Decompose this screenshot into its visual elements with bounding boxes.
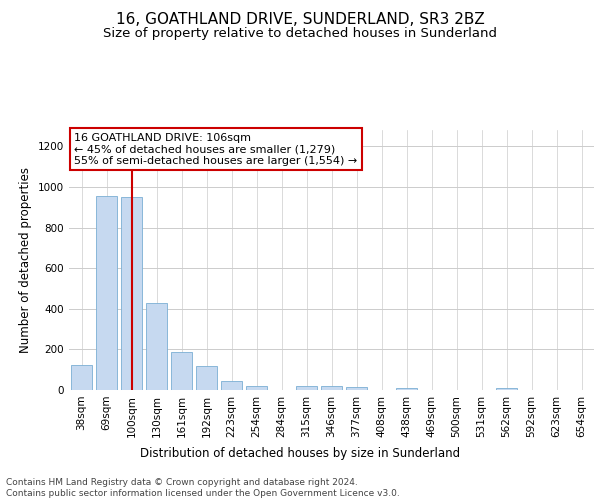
Bar <box>496 388 517 390</box>
Y-axis label: Number of detached properties: Number of detached properties <box>19 167 32 353</box>
Bar <box>96 196 117 390</box>
Text: Distribution of detached houses by size in Sunderland: Distribution of detached houses by size … <box>140 448 460 460</box>
Bar <box>196 366 217 390</box>
Bar <box>121 197 142 390</box>
Text: Size of property relative to detached houses in Sunderland: Size of property relative to detached ho… <box>103 28 497 40</box>
Text: 16 GOATHLAND DRIVE: 106sqm
← 45% of detached houses are smaller (1,279)
55% of s: 16 GOATHLAND DRIVE: 106sqm ← 45% of deta… <box>74 132 358 166</box>
Bar <box>71 364 92 390</box>
Bar <box>396 388 417 390</box>
Text: Contains HM Land Registry data © Crown copyright and database right 2024.
Contai: Contains HM Land Registry data © Crown c… <box>6 478 400 498</box>
Bar <box>296 386 317 390</box>
Bar <box>171 352 192 390</box>
Text: 16, GOATHLAND DRIVE, SUNDERLAND, SR3 2BZ: 16, GOATHLAND DRIVE, SUNDERLAND, SR3 2BZ <box>116 12 484 28</box>
Bar <box>246 386 267 390</box>
Bar <box>346 388 367 390</box>
Bar <box>221 382 242 390</box>
Bar <box>146 302 167 390</box>
Bar <box>321 386 342 390</box>
